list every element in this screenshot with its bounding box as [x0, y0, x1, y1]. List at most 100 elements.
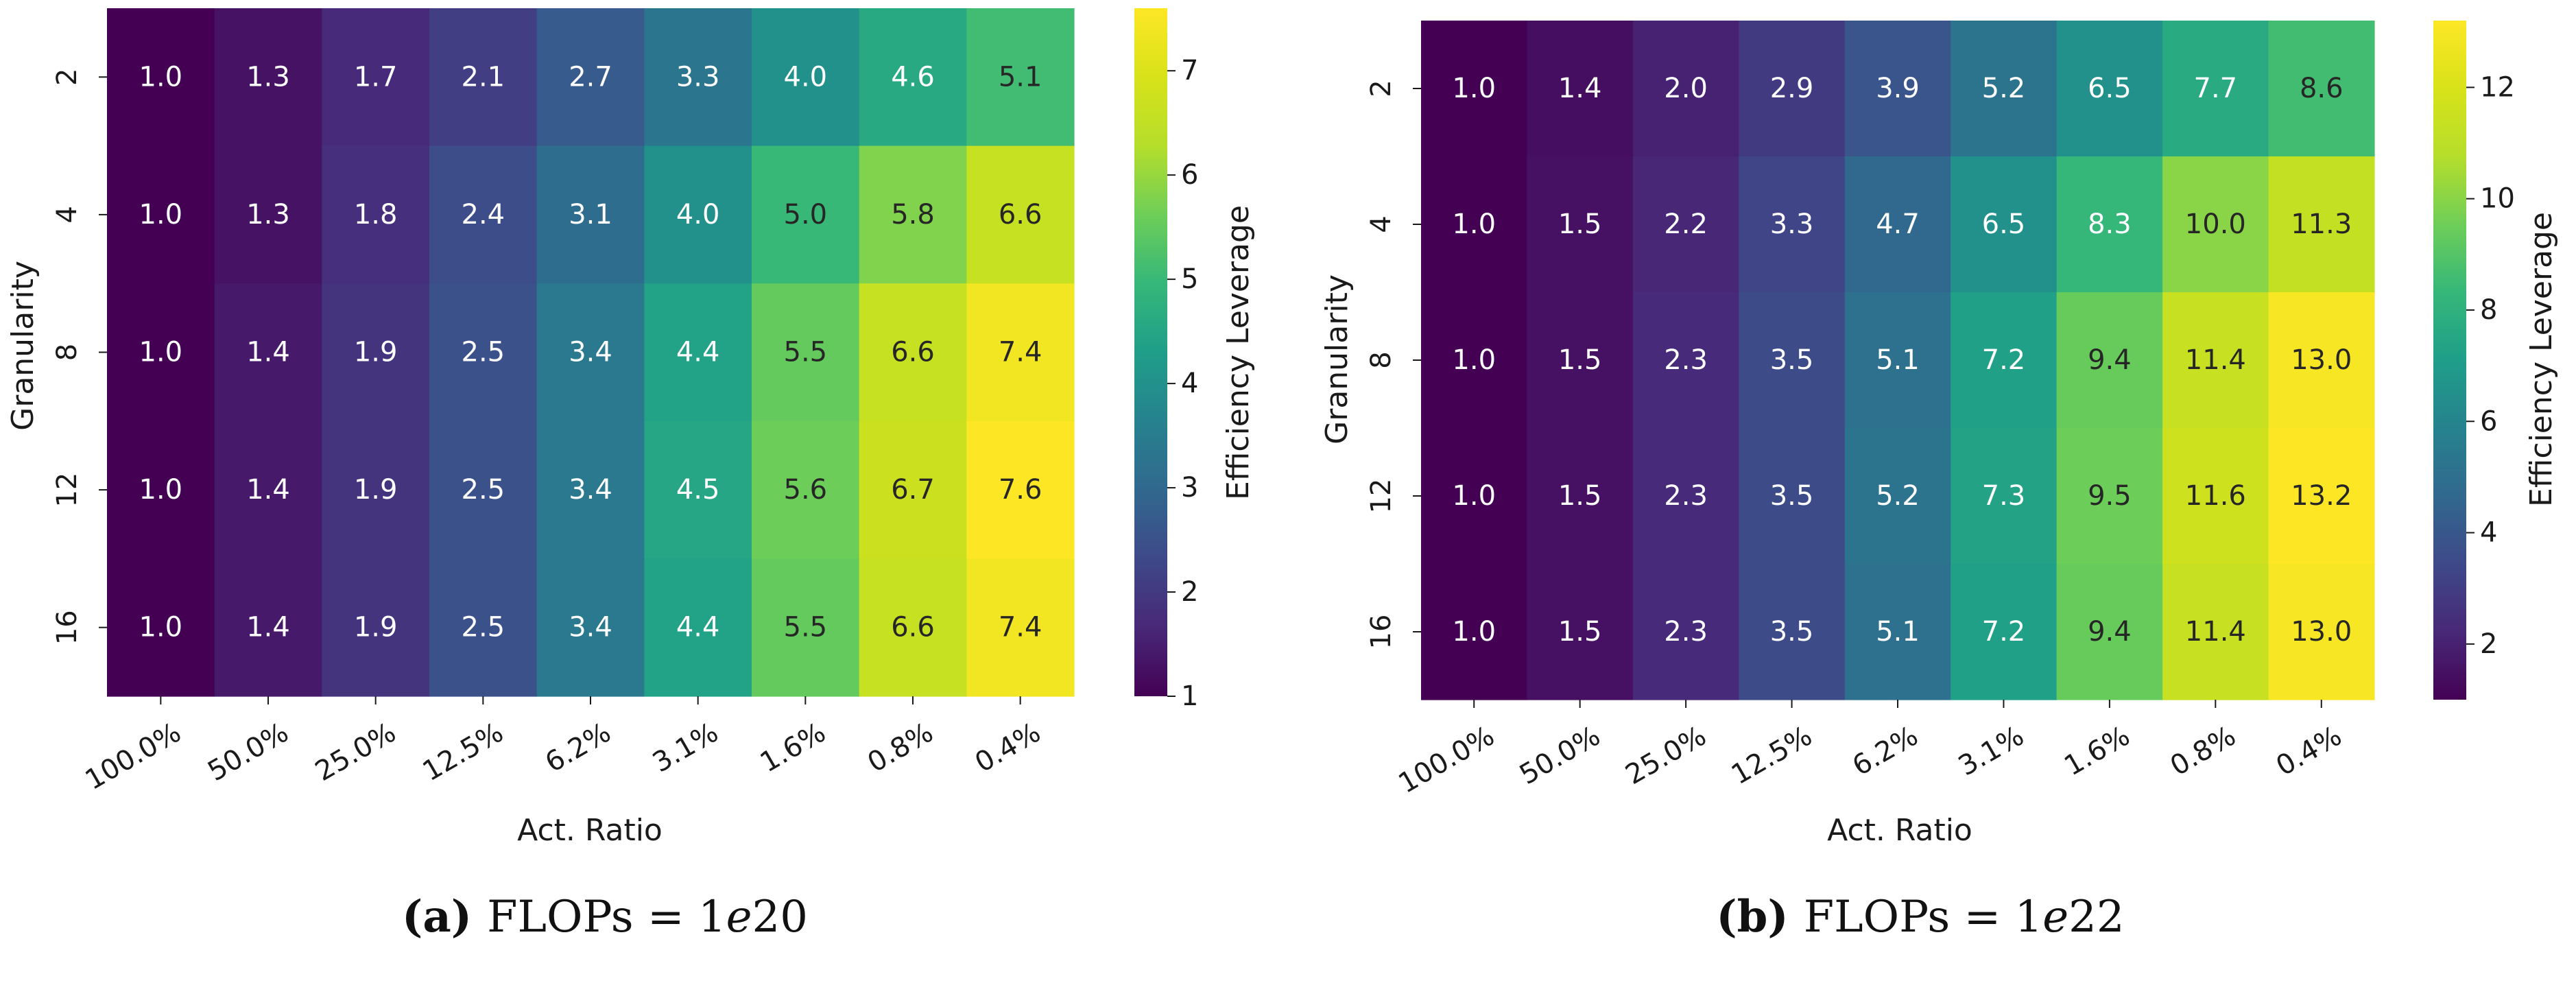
heatmap-cell — [1739, 292, 1846, 429]
y-tick-label: 4 — [1365, 215, 1397, 233]
heatmap-cell — [1739, 428, 1846, 565]
heatmap-cell — [2056, 292, 2163, 429]
cell-value-label: 5.5 — [784, 337, 828, 368]
x-axis-label: Act. Ratio — [1827, 813, 1972, 848]
heatmap-cell — [752, 558, 860, 697]
cell-value-label: 1.4 — [246, 474, 290, 506]
cell-value-label: 9.5 — [2088, 480, 2132, 512]
cell-value-label: 7.2 — [1982, 616, 2026, 648]
cell-value-label: 3.5 — [1770, 616, 1814, 648]
cell-value-label: 2.5 — [462, 337, 505, 368]
y-axis-label: Granularity — [1320, 274, 1355, 445]
heatmap-cells — [107, 8, 1075, 697]
heatmap-cell — [107, 145, 215, 284]
heatmap-cell — [536, 558, 645, 697]
cell-value-label: 6.5 — [1982, 209, 2026, 240]
colorbar-tick-label: 8 — [2480, 294, 2497, 326]
colorbar-label: Efficiency Leverage — [2524, 212, 2559, 507]
cell-value-label: 1.3 — [246, 199, 290, 230]
x-tick-label: 3.1% — [647, 717, 724, 779]
caption-exp-letter: e — [726, 892, 752, 943]
heatmap-panel-a: 1.0 1.3 1.7 2.1 2.7 3.3 4.0 4.6 5.1 1.0 1.3 1.8 2.4 3… — [5, 8, 1256, 943]
cell-value-label: 1.5 — [1558, 616, 1602, 648]
heatmap-cell — [214, 420, 322, 559]
cell-value-label: 1.5 — [1558, 480, 1602, 512]
cell-value-label: 2.1 — [462, 61, 505, 93]
heatmap-panel-b: 1.0 1.4 2.0 2.9 3.9 5.2 6.5 7.7 8.6 1.0 1.5 2.2 3.3 4… — [1320, 21, 2559, 943]
heatmap-cell — [107, 420, 215, 559]
cell-value-label: 3.3 — [676, 61, 720, 93]
heatmap-cell — [322, 145, 430, 284]
caption-b: (b) FLOPs = 1e22 — [1716, 891, 2124, 943]
heatmap-cell — [536, 420, 645, 559]
caption-text: FLOPs = 1 — [487, 892, 726, 943]
cell-value-label: 5.5 — [784, 612, 828, 643]
colorbar-tick-label: 1 — [1181, 680, 1198, 712]
cell-value-label: 1.3 — [246, 61, 290, 93]
heatmap-cell-labels: 1.0 1.4 2.0 2.9 3.9 5.2 6.5 7.7 8.6 1.0 1.5 2.2 3.3 4… — [1452, 73, 2352, 648]
heatmap-cell — [1844, 428, 1951, 565]
heatmap-cell — [859, 420, 967, 559]
cell-value-label: 4.4 — [676, 337, 720, 368]
heatmap-cell — [859, 558, 967, 697]
heatmap-cell — [1739, 21, 1846, 157]
cell-value-label: 1.9 — [354, 474, 398, 506]
cell-value-label: 1.0 — [139, 612, 183, 643]
x-tick-label: 0.8% — [862, 717, 938, 779]
heatmap-cell — [1951, 292, 2058, 429]
x-tick-label: 1.6% — [755, 717, 831, 779]
y-tick-label: 2 — [51, 69, 83, 86]
cell-value-label: 2.2 — [1664, 209, 1708, 240]
cell-value-label: 2.3 — [1664, 480, 1708, 512]
colorbar-tick-label: 6 — [1181, 159, 1198, 191]
x-axis-label: Act. Ratio — [517, 813, 663, 848]
heatmap-cell — [1844, 156, 1951, 293]
cell-value-label: 4.6 — [891, 61, 935, 93]
x-tick-label: 50.0% — [1514, 720, 1606, 791]
cell-value-label: 13.0 — [2291, 344, 2352, 376]
heatmap-cell — [859, 145, 967, 284]
cell-value-label: 1.4 — [1558, 73, 1602, 104]
heatmap-cell — [1632, 292, 1739, 429]
heatmap-cell — [966, 558, 1075, 697]
cell-value-label: 2.4 — [462, 199, 505, 230]
caption-exp-number: 22 — [2068, 892, 2124, 943]
heatmap-cell — [429, 8, 538, 147]
y-axis-label: Granularity — [5, 261, 40, 431]
colorbar: 2 4 6 8 10 12 Efficiency Leverage — [2433, 21, 2559, 700]
y-tick-label: 8 — [1365, 351, 1397, 368]
cell-value-label: 5.0 — [784, 199, 828, 230]
colorbar-tick-label: 3 — [1181, 472, 1198, 504]
colorbar-gradient — [1134, 8, 1167, 696]
cell-value-label: 7.4 — [999, 612, 1042, 643]
colorbar-tick-label: 2 — [2480, 628, 2497, 660]
cell-value-label: 1.5 — [1558, 344, 1602, 376]
cell-value-label: 11.4 — [2185, 344, 2246, 376]
cell-value-label: 3.5 — [1770, 344, 1814, 376]
heatmap-cell — [2162, 21, 2269, 157]
heatmap-cell — [644, 420, 752, 559]
y-tick-label: 12 — [1365, 479, 1397, 514]
cell-value-label: 1.9 — [354, 612, 398, 643]
heatmap-cell — [752, 8, 860, 147]
heatmap-cell — [966, 8, 1075, 147]
y-tick-label: 16 — [51, 610, 83, 645]
heatmap-cell — [1421, 564, 1528, 700]
cell-value-label: 6.6 — [891, 337, 935, 368]
y-tick-label: 2 — [1365, 80, 1397, 97]
heatmap-cell — [2268, 156, 2375, 293]
cell-value-label: 5.6 — [784, 474, 828, 506]
heatmap-cell — [536, 8, 645, 147]
heatmap-cell — [1951, 21, 2058, 157]
cell-value-label: 2.3 — [1664, 344, 1708, 376]
x-tick-label: 100.0% — [1394, 720, 1500, 800]
heatmap-cell — [1632, 564, 1739, 700]
heatmap-cell — [536, 145, 645, 284]
colorbar-label: Efficiency Leverage — [1221, 205, 1256, 500]
heatmap-cell — [644, 8, 752, 147]
heatmap-cell — [966, 145, 1075, 284]
heatmap-cell — [1632, 21, 1739, 157]
cell-value-label: 5.8 — [891, 199, 935, 230]
heatmap-cell — [1421, 292, 1528, 429]
heatmap-cell — [1421, 428, 1528, 565]
